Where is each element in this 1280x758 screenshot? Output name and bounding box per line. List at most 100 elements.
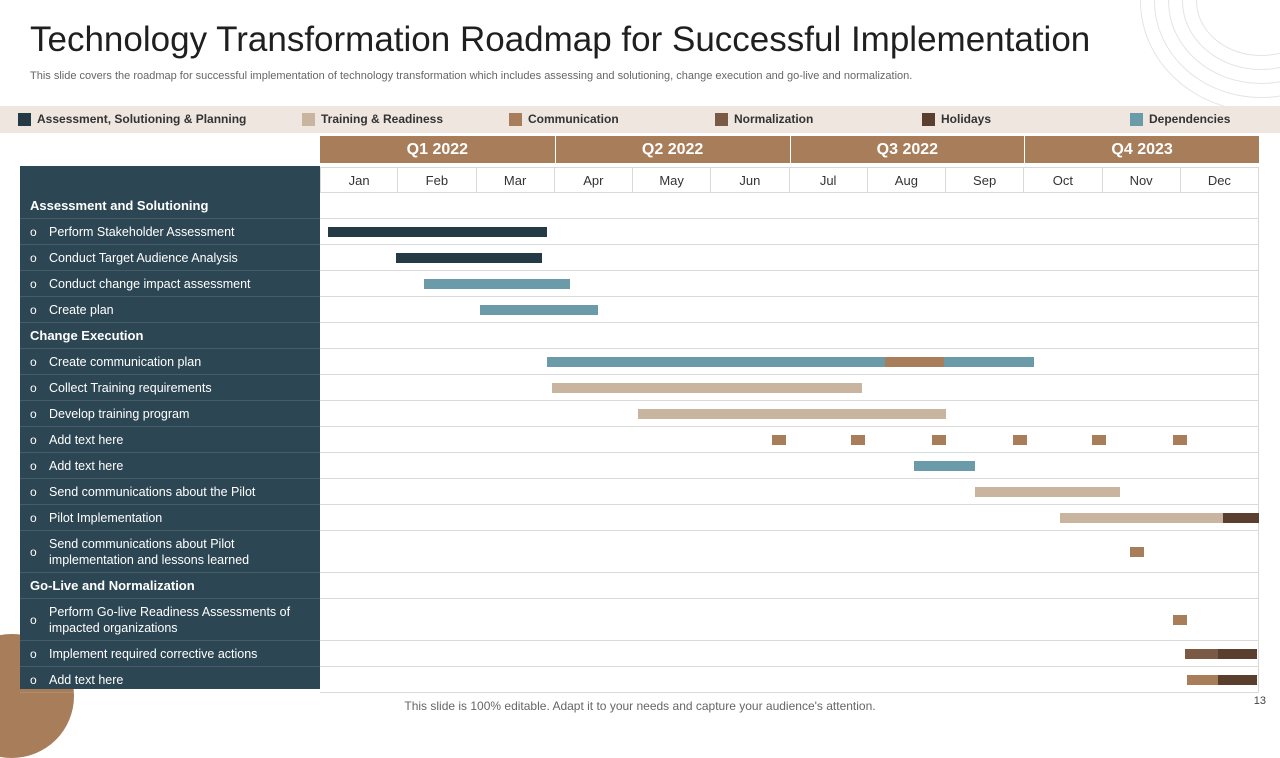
page-number: 13 xyxy=(1253,695,1266,707)
section-label: Change Execution xyxy=(20,323,320,349)
bullet-icon: o xyxy=(30,612,37,627)
task-label: o Pilot Implementation xyxy=(20,505,320,531)
timeline-row xyxy=(320,573,1259,599)
gantt-bar-communication xyxy=(1172,615,1187,625)
month-header: Jan xyxy=(320,167,399,193)
timeline-row xyxy=(320,349,1259,375)
row-text: Perform Stakeholder Assessment xyxy=(49,224,235,239)
month-header: Aug xyxy=(867,167,946,193)
timeline-row xyxy=(320,323,1259,349)
timeline-row xyxy=(320,479,1259,505)
bullet-icon: o xyxy=(30,406,37,421)
bullet-icon: o xyxy=(30,224,37,239)
month-header: Feb xyxy=(398,167,477,193)
gantt-bar-holidays xyxy=(1218,649,1257,659)
timeline-row xyxy=(320,375,1259,401)
row-text: Implement required corrective actions xyxy=(49,646,258,661)
timeline-row xyxy=(320,531,1259,573)
footer-note: This slide is 100% editable. Adapt it to… xyxy=(404,699,876,713)
legend-swatch xyxy=(18,112,31,126)
task-label: o Add text here xyxy=(20,453,320,479)
row-text: Create communication plan xyxy=(49,354,202,369)
row-text: Send communications about the Pilot xyxy=(49,484,256,499)
bullet-icon: o xyxy=(30,484,37,499)
month-header: Oct xyxy=(1024,167,1103,193)
gantt-bar-training xyxy=(551,383,863,393)
timeline-row xyxy=(320,193,1259,219)
task-label: o Send communications about Pilot impleme… xyxy=(20,531,320,573)
row-text: Perform Go-live Readiness Assessments of… xyxy=(49,604,291,635)
bullet-icon: o xyxy=(30,458,37,473)
gantt-bar-communication xyxy=(851,435,866,445)
timeline-row xyxy=(320,427,1259,453)
row-text: Conduct Target Audience Analysis xyxy=(49,250,238,265)
task-label: o Develop training program xyxy=(20,401,320,427)
bullet-icon: o xyxy=(30,544,37,559)
timeline-row xyxy=(320,599,1259,641)
legend-swatch xyxy=(302,112,315,126)
task-sidebar xyxy=(20,166,320,689)
legend-label: Training & Readiness xyxy=(321,112,444,126)
gantt-bar-communication xyxy=(1187,675,1219,685)
row-text: Create plan xyxy=(49,302,114,317)
task-label: o Conduct Target Audience Analysis xyxy=(20,245,320,271)
row-text: Develop training program xyxy=(49,406,190,421)
bullet-icon: o xyxy=(30,510,37,525)
page-subtitle: This slide covers the roadmap for succes… xyxy=(30,70,913,82)
gantt-bar-communication xyxy=(931,435,946,445)
gantt-bar-communication xyxy=(1092,435,1107,445)
bullet-icon: o xyxy=(30,302,37,317)
legend-label: Communication xyxy=(528,112,619,126)
gantt-bar-dependencies xyxy=(943,357,1034,367)
gantt-bar-holidays xyxy=(1218,675,1257,685)
row-text: Send communications about Pilot implemen… xyxy=(49,536,250,567)
timeline-row xyxy=(320,641,1259,667)
row-text: Add text here xyxy=(49,432,124,447)
gantt-bar-communication xyxy=(771,435,786,445)
task-label: o Add text here xyxy=(20,667,320,693)
legend-label: Assessment, Solutioning & Planning xyxy=(37,112,247,126)
row-text: Change Execution xyxy=(30,327,144,343)
legend-swatch xyxy=(509,112,522,126)
month-header: May xyxy=(633,167,712,193)
gantt-bar-dependencies xyxy=(913,461,975,471)
legend-label: Dependencies xyxy=(1149,112,1231,126)
month-header: Jul xyxy=(789,167,868,193)
gantt-bar-communication xyxy=(1172,435,1187,445)
page-title: Technology Transformation Roadmap for Su… xyxy=(30,20,1091,59)
month-header: Nov xyxy=(1102,167,1181,193)
row-text: Pilot Implementation xyxy=(49,510,163,525)
legend-label: Holidays xyxy=(941,112,992,126)
bullet-icon: o xyxy=(30,672,37,687)
bullet-icon: o xyxy=(30,354,37,369)
bullet-icon: o xyxy=(30,250,37,265)
gantt-bar-assessment xyxy=(395,253,543,263)
month-header: Apr xyxy=(554,167,633,193)
legend-swatch xyxy=(715,112,728,126)
timeline-row xyxy=(320,297,1259,323)
quarter-header: Q1 2022 xyxy=(320,136,555,163)
legend-item-dependencies: Dependencies xyxy=(1130,112,1230,126)
quarter-header: Q4 2023 xyxy=(1025,136,1259,163)
timeline-row xyxy=(320,271,1259,297)
legend-swatch xyxy=(922,112,935,126)
task-label: o Collect Training requirements xyxy=(20,375,320,401)
legend-item-holidays: Holidays xyxy=(922,112,991,126)
task-label: o Add text here xyxy=(20,427,320,453)
gantt-bar-dependencies xyxy=(479,305,598,315)
task-label: o Create communication plan xyxy=(20,349,320,375)
task-label: o Implement required corrective actions xyxy=(20,641,320,667)
gantt-bar-communication xyxy=(884,357,944,367)
timeline-row xyxy=(320,401,1259,427)
legend-swatch xyxy=(1130,112,1143,126)
section-label: Assessment and Solutioning xyxy=(20,193,320,219)
legend-item-assessment: Assessment, Solutioning & Planning xyxy=(18,112,246,126)
row-text: Assessment and Solutioning xyxy=(30,197,209,213)
legend-item-training: Training & Readiness xyxy=(302,112,443,126)
month-header: Dec xyxy=(1180,167,1259,193)
task-label: o Conduct change impact assessment xyxy=(20,271,320,297)
section-label: Go-Live and Normalization xyxy=(20,573,320,599)
task-label: o Perform Go-live Readiness Assessments o… xyxy=(20,599,320,641)
timeline-row xyxy=(320,245,1259,271)
gantt-bar-dependencies xyxy=(546,357,885,367)
